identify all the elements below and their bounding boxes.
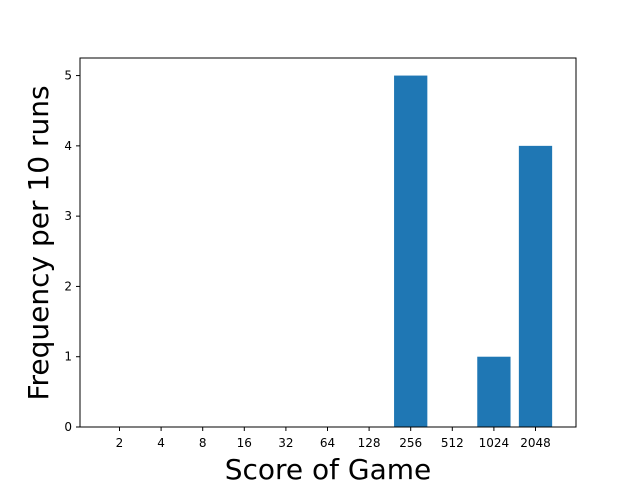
y-axis-ticks: 0 1 2 3 4 5: [64, 69, 80, 434]
x-tick-label: 1024: [479, 436, 510, 450]
x-axis-title: Score of Game: [225, 453, 432, 480]
x-axis-ticks: 2 4 8 16 32 64 128 256 512 1024 2048: [116, 427, 551, 450]
y-axis-title: Frequency per 10 runs: [22, 85, 55, 400]
bars-group: [394, 75, 553, 428]
y-tick-label: 0: [64, 420, 72, 434]
x-tick-label: 128: [358, 436, 381, 450]
x-tick-label: 64: [320, 436, 335, 450]
bar-1024: [477, 356, 511, 427]
bar-2048: [518, 145, 553, 428]
y-tick-label: 1: [64, 350, 72, 364]
y-tick-label: 4: [64, 139, 72, 153]
y-tick-label: 3: [64, 209, 72, 223]
x-tick-label: 32: [278, 436, 293, 450]
x-tick-label: 16: [237, 436, 252, 450]
bar-256: [394, 75, 428, 427]
x-tick-label: 512: [441, 436, 464, 450]
y-tick-label: 5: [64, 69, 72, 83]
x-tick-label: 2048: [520, 436, 551, 450]
x-tick-label: 8: [199, 436, 207, 450]
plot-frame: [79, 57, 577, 428]
x-tick-label: 4: [157, 436, 165, 450]
x-tick-label: 2: [116, 436, 124, 450]
y-tick-label: 2: [64, 279, 72, 293]
x-tick-label: 256: [399, 436, 422, 450]
